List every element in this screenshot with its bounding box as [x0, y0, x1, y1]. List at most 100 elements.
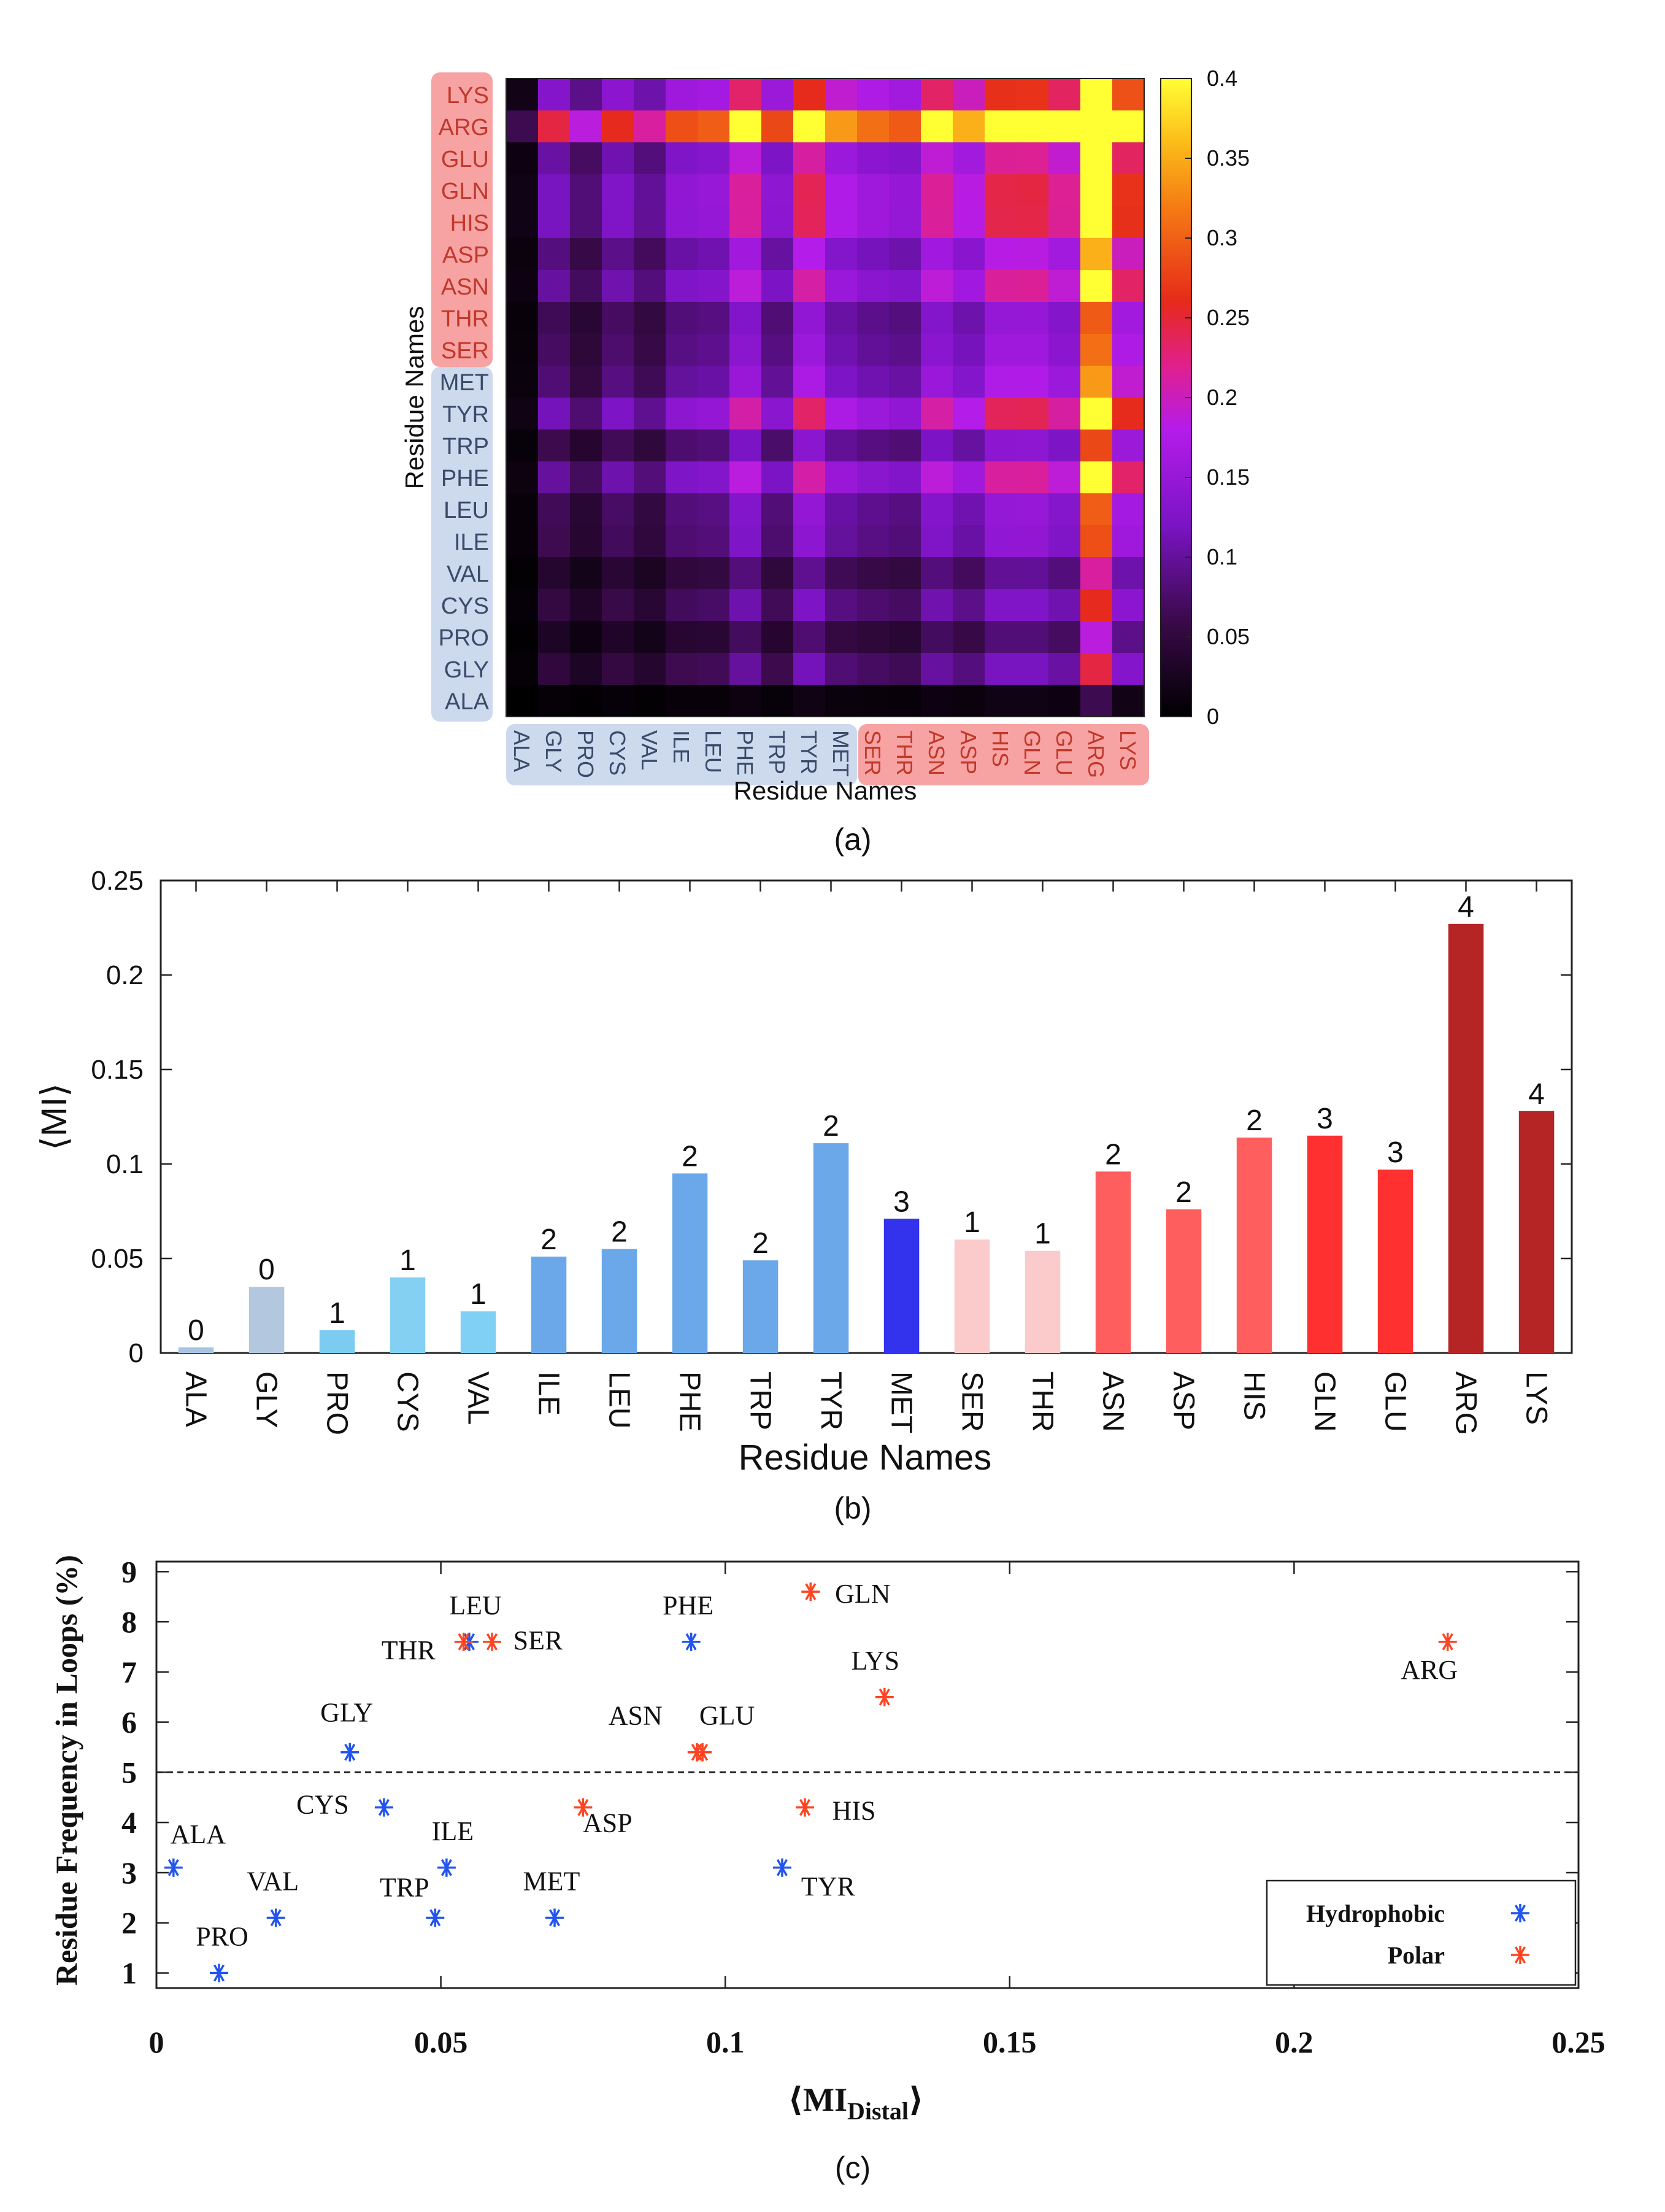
heatmap-cell	[602, 493, 634, 526]
heatmap-cell	[1017, 557, 1049, 590]
heatmap-cell	[634, 430, 666, 462]
legend-box	[1266, 1879, 1577, 1986]
heatmap-cell	[857, 302, 890, 334]
heatmap-cell	[1017, 79, 1049, 111]
colorbar-tick-label: 0.15	[1207, 464, 1250, 490]
heatmap-cell	[857, 142, 890, 175]
heatmap-cell	[793, 621, 826, 653]
heatmap-x-tick-label: THR	[892, 730, 917, 776]
scatter-x-axis-label: ⟨MIDistal⟩	[788, 2081, 923, 2125]
heatmap-cell	[761, 493, 794, 526]
heatmap-cell	[1017, 398, 1049, 430]
bar-x-tick-label: TYR	[815, 1371, 847, 1430]
heatmap-cell	[1112, 142, 1145, 175]
heatmap-cell	[889, 142, 921, 175]
heatmap-cell	[506, 398, 539, 430]
heatmap-cell	[506, 270, 539, 303]
heatmap-cell	[506, 493, 539, 526]
heatmap-cell	[1017, 461, 1049, 494]
bar-gln	[1307, 1135, 1343, 1353]
heatmap-cell	[570, 334, 602, 366]
heatmap-cell	[793, 174, 826, 207]
heatmap-cell	[825, 270, 858, 303]
colorbar-tick-label: 0.4	[1207, 66, 1237, 91]
heatmap-cell	[666, 238, 698, 271]
heatmap-cell	[953, 493, 985, 526]
bar-trp	[742, 1260, 779, 1353]
bar-arg	[1448, 923, 1484, 1353]
point-his	[796, 1798, 814, 1817]
heatmap-cell	[1080, 110, 1113, 143]
heatmap-cell	[1017, 238, 1049, 271]
heatmap-cell	[825, 557, 858, 590]
heatmap-cell	[921, 366, 953, 398]
legend-marker-hydrophobic	[1511, 1904, 1529, 1922]
heatmap-cell	[602, 79, 634, 111]
heatmap-cell	[729, 398, 762, 430]
point-gln	[801, 1582, 820, 1601]
heatmap-cell	[698, 238, 730, 271]
heatmap-cell	[761, 206, 794, 239]
heatmap-cell	[985, 621, 1017, 653]
panel-label-b: (b)	[834, 1491, 871, 1525]
heatmap-x-tick-label: MET	[828, 730, 853, 777]
heatmap-cell	[538, 461, 571, 494]
heatmap-cell	[825, 334, 858, 366]
heatmap-cell	[1017, 270, 1049, 303]
heatmap-cell	[825, 430, 858, 462]
bar-gly	[248, 1287, 285, 1353]
heatmap-cell	[666, 174, 698, 207]
legend-label: Polar	[1388, 1941, 1445, 1969]
heatmap-cell	[889, 334, 921, 366]
legend-marker-polar	[1511, 1946, 1529, 1964]
heatmap-y-tick-label: ARG	[439, 115, 489, 141]
heatmap-cell	[921, 334, 953, 366]
heatmap-cells	[506, 78, 1145, 717]
heatmap-cell	[506, 525, 539, 558]
heatmap-cell	[921, 685, 953, 717]
heatmap-cell	[985, 238, 1017, 271]
heatmap-cell	[921, 621, 953, 653]
heatmap-cell	[761, 366, 794, 398]
heatmap-cell	[634, 206, 666, 239]
heatmap-cell	[825, 621, 858, 653]
heatmap-cell	[506, 589, 539, 622]
heatmap-cell	[1080, 653, 1113, 685]
heatmap-cell	[953, 653, 985, 685]
heatmap-cell	[729, 525, 762, 558]
heatmap-cell	[985, 110, 1017, 143]
heatmap-cell	[985, 302, 1017, 334]
colorbar-tick-label: 0.1	[1207, 544, 1237, 569]
heatmap-cell	[793, 334, 826, 366]
heatmap-cell	[1048, 653, 1081, 685]
heatmap-cell	[570, 79, 602, 111]
heatmap-cell	[985, 79, 1017, 111]
point-label: GLN	[835, 1579, 890, 1609]
heatmap-cell	[793, 430, 826, 462]
heatmap-cell	[953, 430, 985, 462]
heatmap-cell	[793, 302, 826, 334]
heatmap-cell	[1080, 685, 1113, 717]
heatmap-y-tick-label: CYS	[441, 593, 489, 619]
heatmap-cell	[857, 557, 890, 590]
heatmap-cell	[857, 493, 890, 526]
heatmap-cell	[570, 653, 602, 685]
bar-asp	[1166, 1209, 1202, 1353]
heatmap-cell	[825, 110, 858, 143]
heatmap-y-tick-label: SER	[441, 338, 489, 364]
heatmap-cell	[570, 270, 602, 303]
heatmap-cell	[666, 206, 698, 239]
heatmap-cell	[602, 270, 634, 303]
heatmap-x-tick-label: TRP	[764, 730, 790, 774]
point-glu	[693, 1743, 712, 1762]
heatmap-cell	[985, 430, 1017, 462]
heatmap-cell	[825, 302, 858, 334]
point-label: VAL	[247, 1867, 299, 1897]
heatmap-cell	[666, 557, 698, 590]
scatter-ticks: 0 0.05 0.1 0.15 0.2 0.25 1 2 3 4 5 6 7 8 9	[121, 1554, 1605, 2059]
heatmap-cell	[666, 79, 698, 111]
bar-phe	[672, 1173, 708, 1353]
heatmap-cell	[985, 398, 1017, 430]
heatmap-cell	[506, 653, 539, 685]
heatmap-cell	[761, 302, 794, 334]
